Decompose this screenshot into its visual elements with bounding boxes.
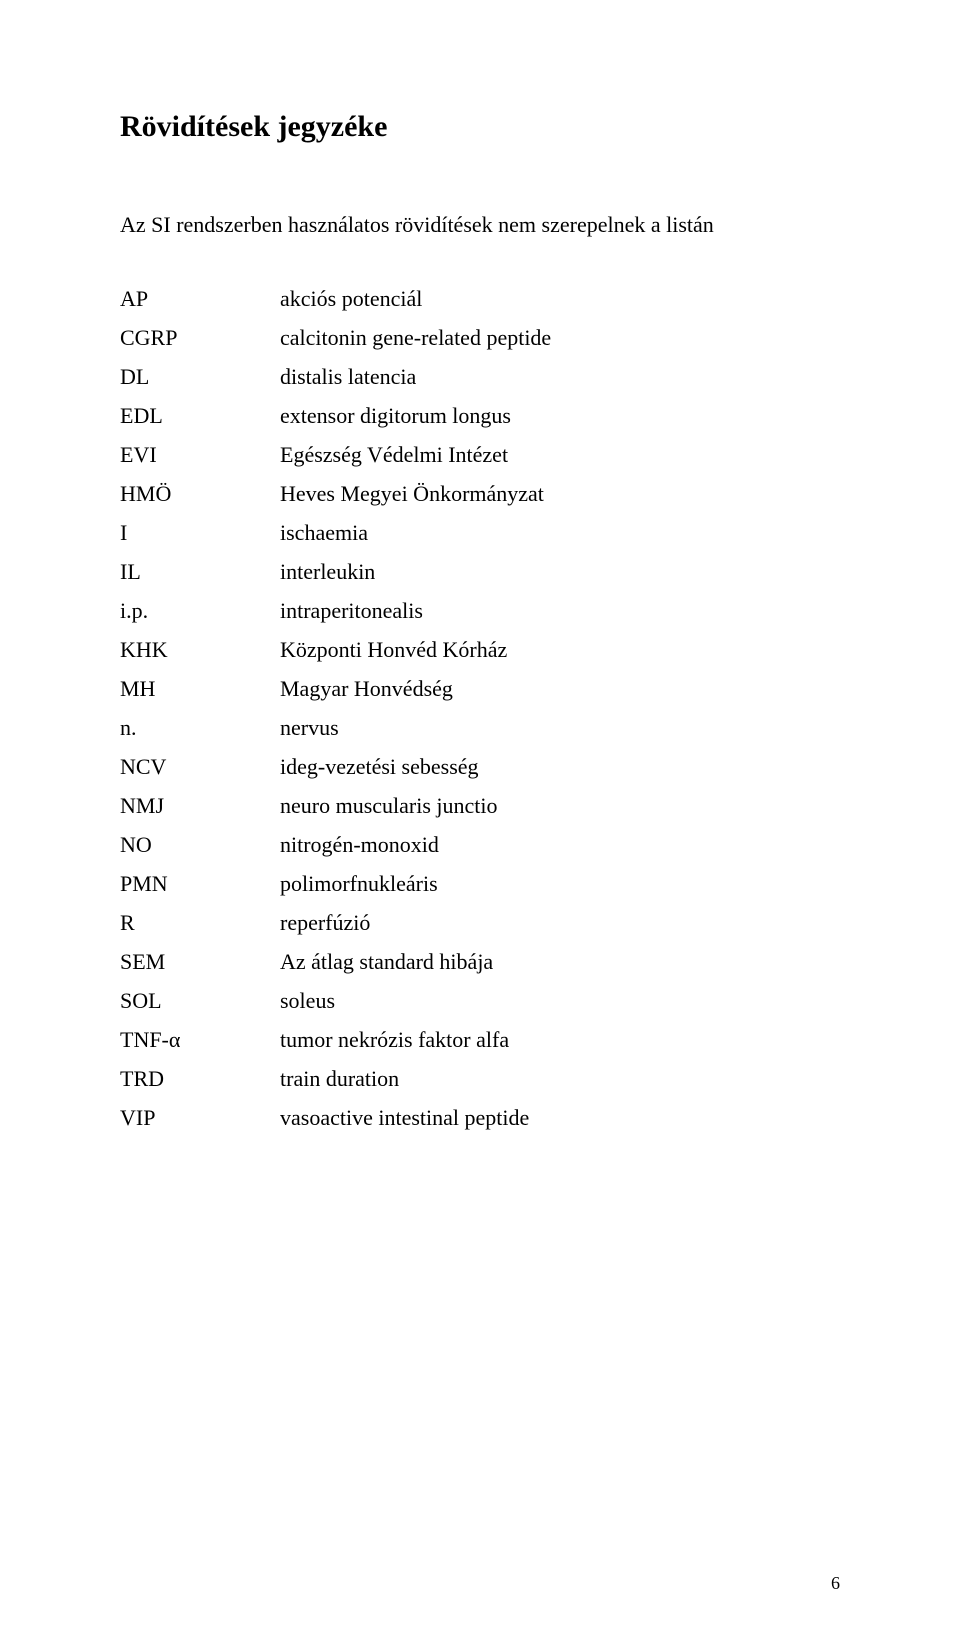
abbreviation-term: TNF-α [120,1027,280,1053]
abbreviation-definition: reperfúzió [280,910,840,936]
abbreviation-row: KHKKözponti Honvéd Kórház [120,637,840,676]
abbreviation-definition: tumor nekrózis faktor alfa [280,1027,840,1053]
document-page: Rövidítések jegyzéke Az SI rendszerben h… [0,0,960,1648]
abbreviation-row: Iischaemia [120,520,840,559]
page-subtitle: Az SI rendszerben használatos rövidítése… [120,212,840,238]
abbreviation-term: NCV [120,754,280,780]
abbreviation-term: HMÖ [120,481,280,507]
abbreviation-definition: Heves Megyei Önkormányzat [280,481,840,507]
abbreviation-definition: ischaemia [280,520,840,546]
abbreviation-row: MHMagyar Honvédség [120,676,840,715]
abbreviation-row: DLdistalis latencia [120,364,840,403]
abbreviation-term: SEM [120,949,280,975]
abbreviation-definition: neuro muscularis junctio [280,793,840,819]
abbreviation-definition: calcitonin gene-related peptide [280,325,840,351]
abbreviation-row: SEMAz átlag standard hibája [120,949,840,988]
abbreviation-row: CGRPcalcitonin gene-related peptide [120,325,840,364]
abbreviation-row: EVIEgészség Védelmi Intézet [120,442,840,481]
abbreviation-term: NMJ [120,793,280,819]
abbreviation-term: NO [120,832,280,858]
abbreviation-term: EDL [120,403,280,429]
abbreviation-term: SOL [120,988,280,1014]
abbreviation-row: NMJneuro muscularis junctio [120,793,840,832]
abbreviation-definition: Az átlag standard hibája [280,949,840,975]
page-number: 6 [831,1573,840,1594]
abbreviation-term: VIP [120,1105,280,1131]
abbreviation-definition: vasoactive intestinal peptide [280,1105,840,1131]
abbreviation-row: NOnitrogén-monoxid [120,832,840,871]
abbreviation-list: APakciós potenciálCGRPcalcitonin gene-re… [120,286,840,1144]
abbreviation-definition: akciós potenciál [280,286,840,312]
abbreviation-definition: ideg-vezetési sebesség [280,754,840,780]
abbreviation-term: MH [120,676,280,702]
abbreviation-definition: nervus [280,715,840,741]
abbreviation-definition: distalis latencia [280,364,840,390]
abbreviation-term: n. [120,715,280,741]
abbreviation-definition: interleukin [280,559,840,585]
abbreviation-definition: train duration [280,1066,840,1092]
abbreviation-definition: Egészség Védelmi Intézet [280,442,840,468]
abbreviation-term: DL [120,364,280,390]
abbreviation-row: NCVideg-vezetési sebesség [120,754,840,793]
abbreviation-row: n.nervus [120,715,840,754]
abbreviation-term: PMN [120,871,280,897]
abbreviation-row: SOLsoleus [120,988,840,1027]
abbreviation-term: KHK [120,637,280,663]
abbreviation-row: ILinterleukin [120,559,840,598]
abbreviation-term: R [120,910,280,936]
abbreviation-row: APakciós potenciál [120,286,840,325]
abbreviation-row: TNF-αtumor nekrózis faktor alfa [120,1027,840,1066]
abbreviation-row: VIPvasoactive intestinal peptide [120,1105,840,1144]
abbreviation-term: IL [120,559,280,585]
abbreviation-row: i.p.intraperitonealis [120,598,840,637]
abbreviation-definition: polimorfnukleáris [280,871,840,897]
abbreviation-definition: intraperitonealis [280,598,840,624]
abbreviation-definition: soleus [280,988,840,1014]
abbreviation-definition: extensor digitorum longus [280,403,840,429]
abbreviation-definition: Magyar Honvédség [280,676,840,702]
abbreviation-term: EVI [120,442,280,468]
abbreviation-row: HMÖHeves Megyei Önkormányzat [120,481,840,520]
abbreviation-row: Rreperfúzió [120,910,840,949]
abbreviation-term: i.p. [120,598,280,624]
abbreviation-row: PMNpolimorfnukleáris [120,871,840,910]
abbreviation-term: I [120,520,280,546]
abbreviation-definition: Központi Honvéd Kórház [280,637,840,663]
abbreviation-term: TRD [120,1066,280,1092]
abbreviation-term: CGRP [120,325,280,351]
abbreviation-term: AP [120,286,280,312]
abbreviation-row: TRDtrain duration [120,1066,840,1105]
abbreviation-definition: nitrogén-monoxid [280,832,840,858]
abbreviation-row: EDLextensor digitorum longus [120,403,840,442]
page-title: Rövidítések jegyzéke [120,110,840,144]
